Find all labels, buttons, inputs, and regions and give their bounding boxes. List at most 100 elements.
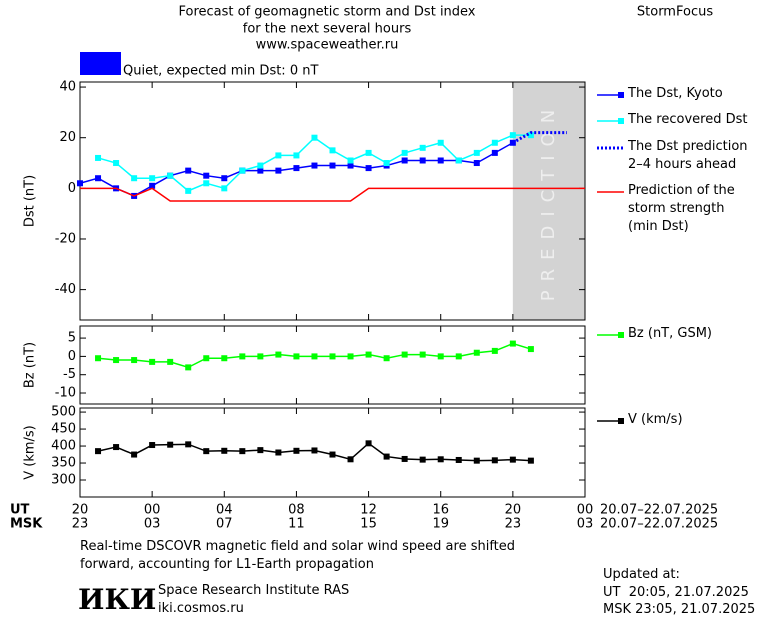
y-tick-label: -20 bbox=[55, 231, 76, 246]
y-tick-label: -10 bbox=[55, 386, 76, 401]
point bbox=[311, 134, 318, 141]
point bbox=[473, 457, 480, 464]
x-tick-label-msk: 19 bbox=[432, 517, 449, 532]
point bbox=[329, 353, 336, 360]
point bbox=[401, 149, 408, 156]
point bbox=[293, 165, 300, 172]
point bbox=[383, 355, 390, 362]
title-line: www.spaceweather.ru bbox=[256, 38, 399, 53]
y-axis-label: V (km/s) bbox=[23, 425, 38, 480]
point bbox=[95, 175, 102, 182]
status-text: Quiet, expected min Dst: 0 nT bbox=[123, 64, 318, 79]
legend-label: Prediction of the storm strength (min Ds… bbox=[628, 183, 735, 234]
date-range-msk: 20.07–22.07.2025 bbox=[600, 517, 718, 532]
point bbox=[491, 139, 498, 146]
point bbox=[473, 160, 480, 167]
point bbox=[167, 172, 174, 179]
point bbox=[257, 447, 264, 454]
point bbox=[419, 144, 426, 151]
x-tick-label-msk: 11 bbox=[288, 517, 305, 532]
point bbox=[77, 180, 83, 187]
point bbox=[185, 167, 192, 174]
point bbox=[329, 147, 336, 154]
x-tick-label-msk: 23 bbox=[505, 517, 522, 532]
point bbox=[293, 353, 300, 360]
point bbox=[185, 364, 192, 371]
point bbox=[257, 162, 264, 169]
point bbox=[437, 456, 444, 463]
institute: Space Research Institute RAS bbox=[158, 583, 350, 598]
y-tick-label: 40 bbox=[59, 80, 76, 95]
y-tick-label: 0 bbox=[68, 181, 76, 196]
x-tick-label-msk: 23 bbox=[72, 517, 89, 532]
x-tick-label: 20 bbox=[505, 503, 522, 518]
x-tick-label: 00 bbox=[577, 503, 594, 518]
point bbox=[131, 175, 138, 182]
point bbox=[149, 182, 156, 189]
point bbox=[419, 351, 426, 358]
point bbox=[275, 167, 282, 174]
point bbox=[293, 152, 300, 159]
point bbox=[149, 175, 156, 182]
panel-frame bbox=[79, 407, 586, 498]
point bbox=[113, 160, 120, 167]
y-tick-label: -5 bbox=[63, 367, 76, 382]
point bbox=[239, 353, 246, 360]
point bbox=[455, 157, 462, 164]
point bbox=[527, 457, 534, 464]
point bbox=[347, 162, 354, 169]
point bbox=[149, 358, 156, 365]
point bbox=[203, 172, 210, 179]
panel-frame bbox=[79, 81, 586, 321]
logo: ИКИ bbox=[78, 583, 157, 616]
point bbox=[491, 149, 498, 156]
point bbox=[527, 346, 534, 353]
x-tick-label: 20 bbox=[72, 503, 89, 518]
x-tick-label-msk: 07 bbox=[216, 517, 233, 532]
point bbox=[347, 157, 354, 164]
legend-label: The Dst, Kyoto bbox=[628, 86, 723, 101]
point bbox=[419, 157, 426, 164]
x-tick-label-msk: 03 bbox=[144, 517, 161, 532]
point bbox=[185, 441, 192, 448]
point bbox=[473, 149, 480, 156]
x-tick-label: 12 bbox=[360, 503, 377, 518]
point bbox=[509, 132, 516, 139]
point bbox=[131, 451, 138, 458]
legend-label: The Dst prediction 2–4 hours ahead bbox=[628, 139, 748, 172]
prediction-label: PREDICTION bbox=[538, 101, 559, 301]
y-tick-label: 400 bbox=[51, 439, 76, 454]
point bbox=[239, 448, 246, 455]
point bbox=[365, 351, 372, 358]
point bbox=[527, 132, 534, 139]
point bbox=[113, 357, 120, 364]
legend-label: V (km/s) bbox=[628, 412, 683, 427]
point bbox=[347, 353, 354, 360]
point bbox=[203, 448, 210, 455]
point bbox=[509, 456, 516, 463]
y-tick-label: 500 bbox=[51, 405, 76, 420]
point bbox=[455, 353, 462, 360]
x-tick-label: 08 bbox=[288, 503, 305, 518]
legend-label: Bz (nT, GSM) bbox=[628, 326, 713, 341]
point bbox=[95, 154, 102, 161]
point bbox=[473, 349, 480, 356]
point bbox=[275, 351, 282, 358]
legend-label: The recovered Dst bbox=[628, 112, 748, 127]
point bbox=[365, 149, 372, 156]
x-tick-label-msk: 15 bbox=[360, 517, 377, 532]
x-tick-label: 16 bbox=[432, 503, 449, 518]
point bbox=[167, 358, 174, 365]
point bbox=[275, 152, 282, 159]
point bbox=[221, 185, 228, 192]
series-line bbox=[512, 131, 567, 145]
x-tick-label: 04 bbox=[216, 503, 233, 518]
footer-note: Real-time DSCOVR magnetic field and sola… bbox=[80, 539, 516, 572]
legend-marker bbox=[618, 332, 624, 338]
website: iki.cosmos.ru bbox=[158, 601, 244, 616]
point bbox=[257, 353, 264, 360]
point bbox=[509, 340, 516, 347]
legend-marker bbox=[618, 118, 624, 124]
point bbox=[329, 451, 336, 458]
point bbox=[221, 447, 228, 454]
